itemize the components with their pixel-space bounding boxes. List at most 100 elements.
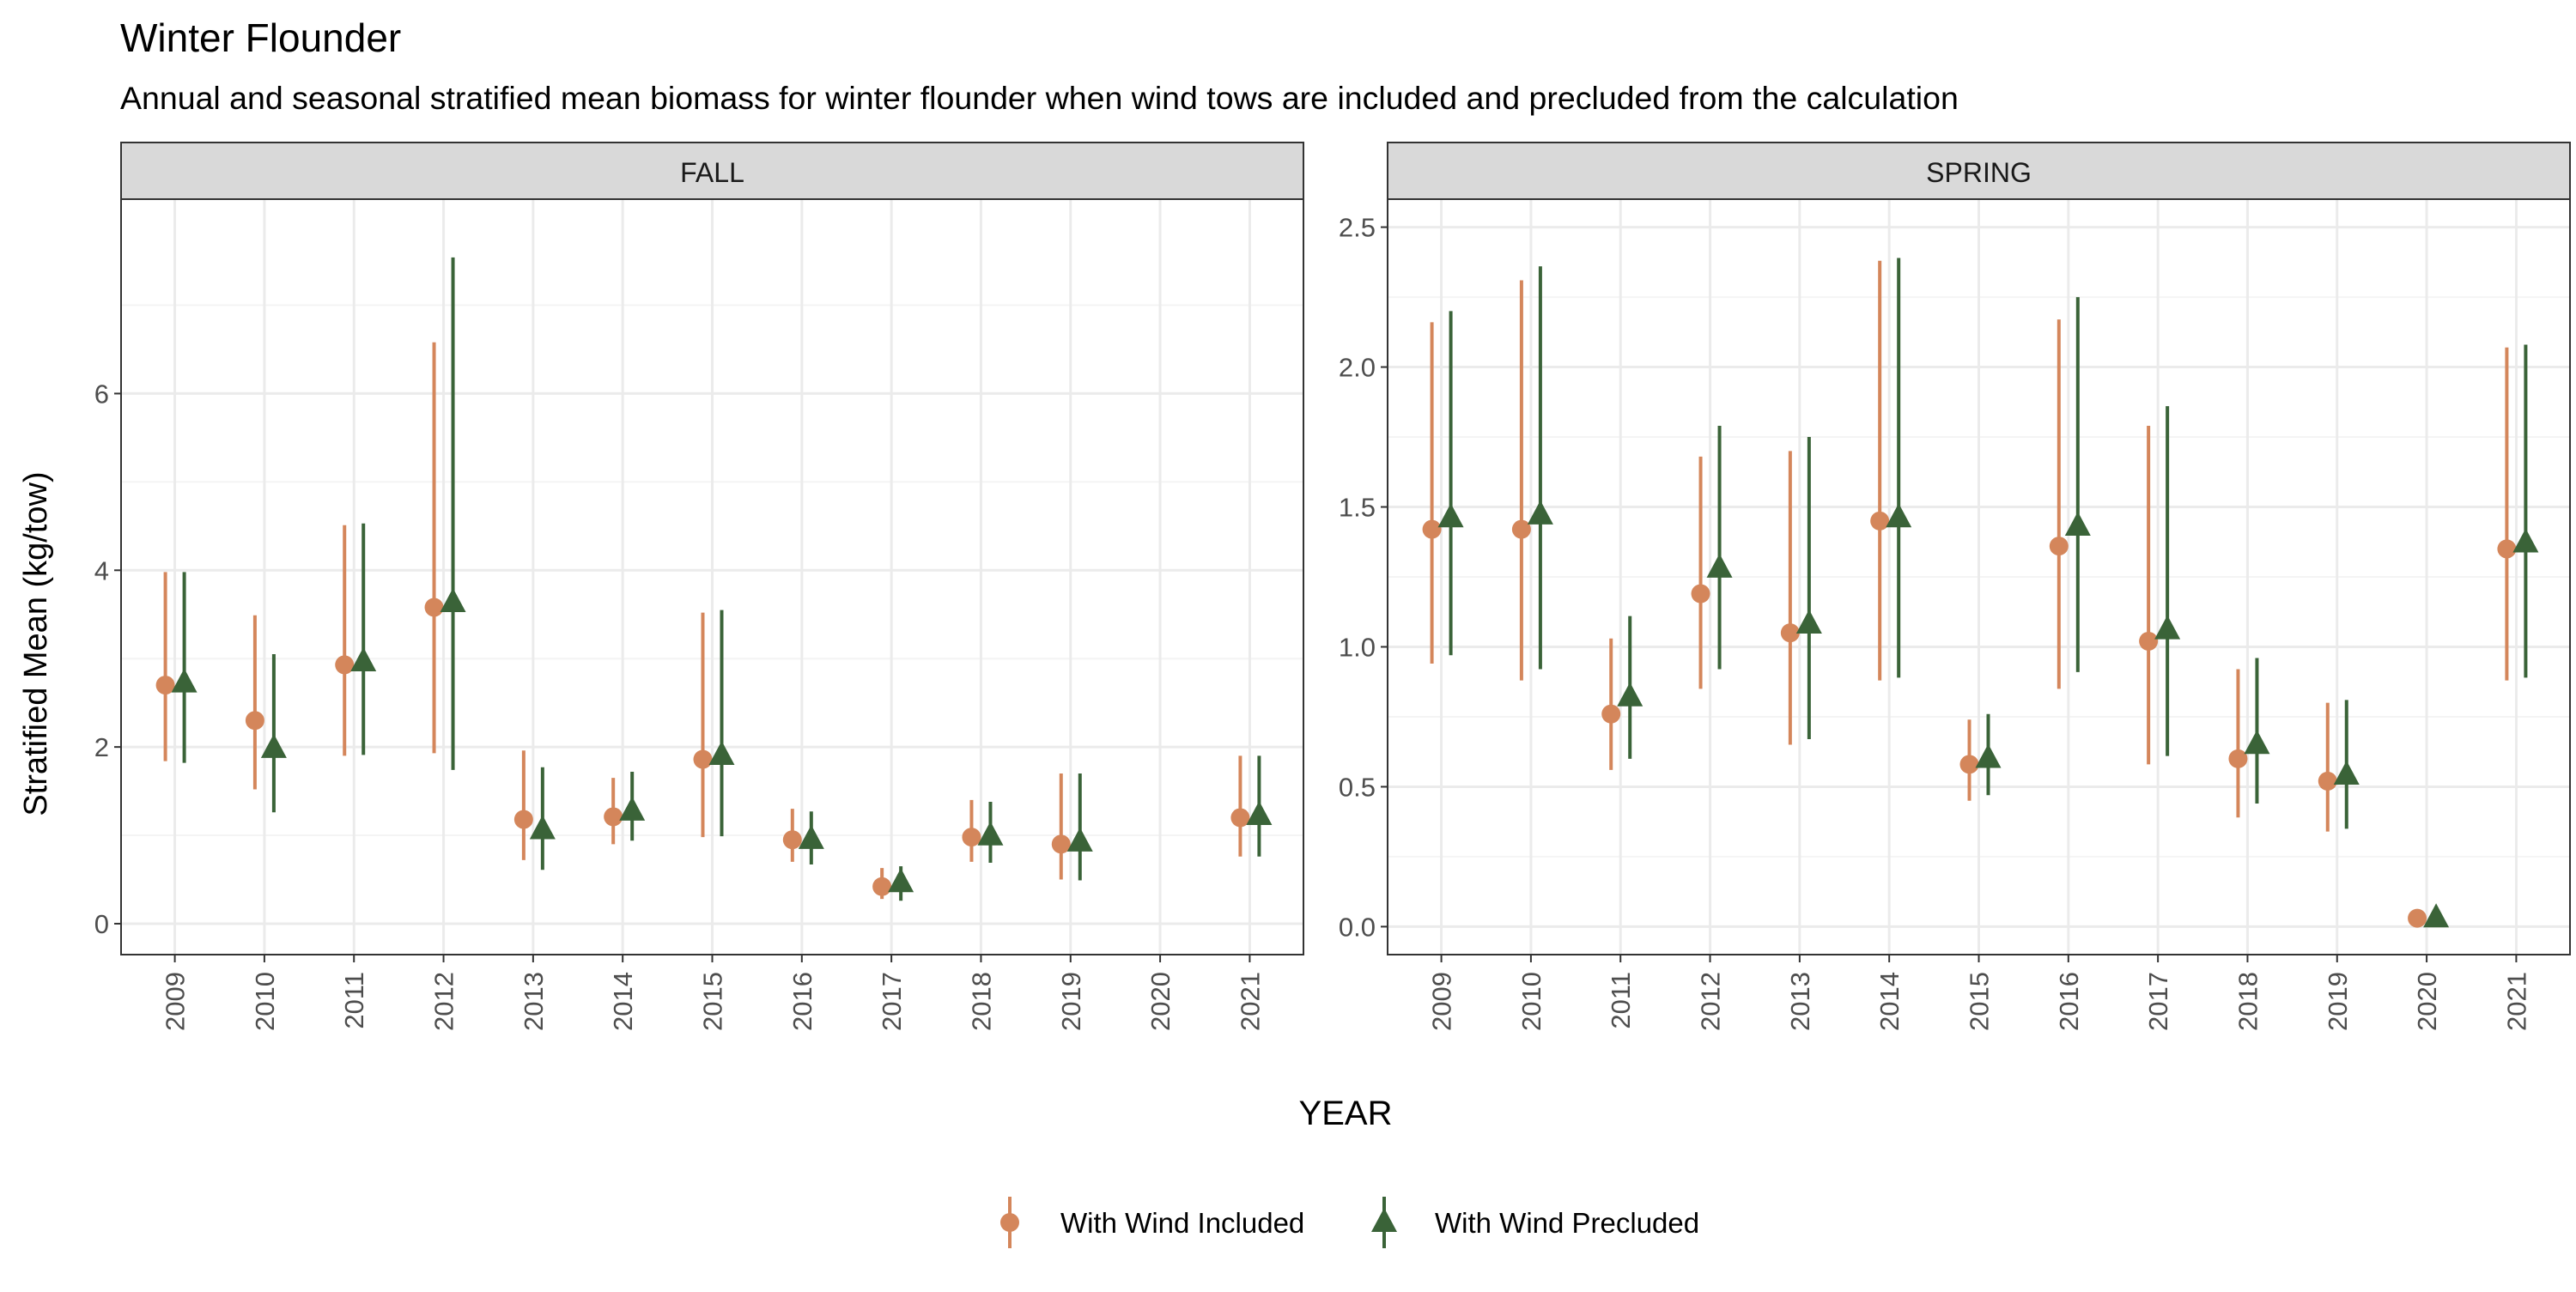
data-point [2512, 528, 2539, 553]
facet-panel-spring: SPRING 0.0 0.5 1.0 1.5 2.0 2.5 2009 2010 2011 2012… [1339, 142, 2571, 1031]
series-included [1422, 260, 2517, 928]
panel-border [120, 198, 1304, 955]
data-point [2064, 511, 2091, 536]
x-tick-label: 2011 [1606, 972, 1636, 1029]
data-point [350, 646, 377, 671]
data-point [245, 711, 264, 731]
x-tick-label: 2012 [1696, 972, 1726, 1031]
facet-panel-fall: FALL 0 2 4 6 2009 2010 2011 2012 2013 2014 2015 2016… [94, 142, 1304, 1031]
legend-key-circle [1000, 1213, 1019, 1232]
x-tick-label: 2021 [2501, 972, 2531, 1031]
series-included [155, 342, 1250, 900]
x-tick-label: 2009 [1427, 972, 1457, 1031]
legend-item-included: With Wind Included [1000, 1197, 1304, 1248]
chart-title: Winter Flounder [120, 15, 401, 60]
legend-item-precluded: With Wind Precluded [1371, 1197, 1699, 1248]
data-point [708, 741, 735, 766]
data-point [1886, 503, 1912, 528]
data-point [2423, 903, 2450, 928]
series-precluded [171, 257, 1273, 901]
facet-strip [1387, 142, 2571, 200]
y-tick-label: 0.5 [1339, 772, 1376, 802]
x-tick-label: 2020 [1145, 972, 1176, 1031]
data-point [1527, 500, 1553, 525]
x-tick-label: 2019 [2323, 972, 2353, 1031]
x-tick-label: 2019 [1056, 972, 1086, 1031]
data-point [693, 749, 713, 769]
data-point [1437, 503, 1464, 528]
x-tick-label: 2018 [966, 972, 996, 1031]
y-tick-label: 2 [94, 732, 109, 762]
legend-key-triangle [1371, 1208, 1397, 1232]
data-point [1051, 834, 1071, 854]
data-point [977, 821, 1004, 846]
series-precluded [1437, 258, 2539, 928]
x-tick-label: 2009 [161, 972, 191, 1031]
data-point [1601, 704, 1621, 724]
data-point [1246, 801, 1273, 826]
legend-label: With Wind Included [1060, 1207, 1304, 1239]
data-point [335, 655, 355, 675]
x-tick-label: 2017 [877, 972, 907, 1031]
data-point [1230, 808, 1250, 828]
y-tick-label: 1.5 [1339, 493, 1376, 523]
x-tick-label: 2020 [2412, 972, 2442, 1031]
x-tick-label: 2016 [2054, 972, 2084, 1031]
data-point [782, 830, 802, 850]
data-point [2049, 537, 2069, 556]
data-point [1959, 755, 1979, 774]
x-tick-label: 2015 [698, 972, 728, 1031]
y-tick-label: 2.5 [1339, 213, 1376, 243]
data-point [2154, 615, 2181, 640]
y-tick-label: 4 [94, 555, 109, 585]
data-point [2497, 539, 2517, 559]
data-point [1066, 827, 1093, 852]
x-tick-label: 2013 [1785, 972, 1815, 1031]
y-tick-label: 2.0 [1339, 353, 1376, 383]
data-point [962, 828, 981, 847]
data-point [1422, 519, 1442, 539]
data-point [619, 796, 646, 821]
x-tick-label: 2013 [519, 972, 549, 1031]
data-point [888, 868, 914, 893]
data-point [798, 824, 824, 849]
data-point [155, 676, 175, 695]
facet-strip-label: FALL [680, 157, 744, 188]
data-point [1795, 610, 1822, 634]
data-point [529, 815, 556, 840]
data-point [872, 876, 892, 896]
legend-label: With Wind Precluded [1435, 1207, 1699, 1239]
legend: With Wind Included With Wind Precluded [1000, 1197, 1699, 1248]
x-tick-label: 2014 [608, 972, 638, 1031]
y-axis-title: Stratified Mean (kg/tow) [18, 471, 54, 816]
y-tick-label: 6 [94, 379, 109, 409]
data-point [1780, 623, 1800, 643]
data-point [171, 668, 197, 693]
x-tick-label: 2012 [429, 972, 459, 1031]
y-tick-label: 0 [94, 909, 109, 939]
data-point [513, 810, 533, 829]
data-point [2139, 631, 2159, 651]
data-point [2228, 749, 2248, 768]
x-axis-title: YEAR [1299, 1095, 1393, 1132]
x-tick-label: 2016 [787, 972, 817, 1031]
x-tick-label: 2017 [2143, 972, 2173, 1031]
data-point [1511, 519, 1531, 539]
data-point [1975, 743, 2002, 768]
data-point [260, 733, 287, 758]
data-point [440, 588, 466, 613]
x-tick-label: 2014 [1874, 972, 1905, 1031]
y-tick-label: 0.0 [1339, 912, 1376, 942]
data-point [2333, 761, 2360, 786]
x-tick-label: 2010 [250, 972, 280, 1031]
x-tick-label: 2011 [339, 972, 369, 1029]
data-point [1617, 682, 1643, 707]
data-point [1706, 553, 1733, 578]
facet-strip-label: SPRING [1926, 157, 2032, 188]
x-tick-label: 2015 [1965, 972, 1995, 1031]
data-point [1691, 584, 1710, 604]
data-point [2244, 730, 2270, 755]
x-tick-label: 2021 [1235, 972, 1265, 1031]
